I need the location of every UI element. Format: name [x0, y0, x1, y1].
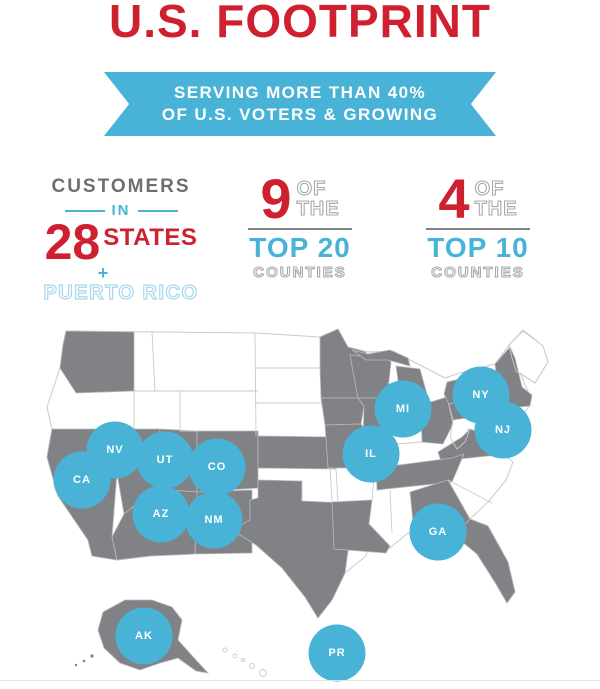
aleutian-island-2 [82, 659, 86, 663]
map-markers: CA NV UT CO AZ NM IL MI NY NJ GA AK PR [53, 366, 532, 682]
map-marker-label-il: IL [365, 448, 377, 460]
state-wa [59, 330, 135, 394]
map-marker-co [188, 438, 246, 496]
bottom-divider [0, 680, 600, 681]
top20-of: OF [296, 178, 327, 200]
top20-label: TOP 20 [249, 231, 351, 263]
hawaii-island-5 [259, 669, 267, 677]
state-ks [257, 435, 337, 470]
stat-top10: 4 OF THE TOP 10 COUNTIES [426, 167, 530, 281]
aleutian-island-3 [74, 663, 78, 667]
plus-sign: + [97, 263, 109, 283]
page-title: U.S. FOOTPRINT [109, 0, 491, 47]
map-marker-ak [115, 607, 173, 665]
stat-top20: 9 OF THE TOP 20 COUNTIES [248, 167, 352, 281]
map-marker-nv [86, 421, 144, 479]
states-word: STATES [103, 224, 198, 251]
top20-divider [248, 227, 352, 230]
map-marker-label-ny: NY [472, 389, 489, 401]
top20-number-row: 9 OF THE [248, 167, 352, 230]
top20-counties: COUNTIES [253, 263, 347, 281]
aleutian-island-1 [90, 654, 94, 658]
top10-number: 4 [438, 167, 470, 230]
top10-counties: COUNTIES [431, 263, 525, 281]
stat-customers: CUSTOMERS IN 28 STATES + PUERTO RICO [30, 176, 212, 305]
map-marker-nm [185, 491, 243, 549]
map-marker-az [132, 485, 190, 543]
state-mi-up [351, 349, 411, 367]
map-marker-label-nm: NM [204, 514, 223, 526]
in-text: IN [111, 202, 131, 219]
banner-line2: OF U.S. VOTERS & GROWING [161, 105, 439, 124]
in-divider: IN [30, 202, 212, 219]
state-me-outline [508, 330, 549, 384]
banner-line1: SERVING MORE THAN 40% [173, 83, 427, 102]
ribbon-banner: SERVING MORE THAN 40% OF U.S. VOTERS & G… [104, 72, 496, 136]
customers-label: CUSTOMERS [51, 176, 191, 197]
map-marker-ut [136, 431, 194, 489]
top10-of: OF [474, 178, 505, 200]
puerto-rico-label: PUERTO RICO [43, 281, 199, 304]
map-marker-label-ga: GA [429, 526, 448, 538]
hawaii-island-1 [222, 647, 228, 653]
hawaii-island-2 [232, 653, 238, 659]
map-marker-label-ak: AK [135, 630, 153, 642]
hawaii-island-4 [249, 663, 255, 669]
map-marker-label-nv: NV [106, 444, 123, 456]
map-marker-il [342, 425, 400, 483]
map-marker-label-ca: CA [73, 474, 91, 486]
map-marker-label-co: CO [208, 461, 227, 473]
state-tn [375, 453, 465, 491]
top20-the: THE [296, 198, 340, 220]
state-borders [133, 331, 493, 534]
hawaii-island-3 [241, 658, 245, 662]
map-marker-label-ut: UT [157, 454, 174, 466]
state-ia [320, 397, 365, 426]
states-count: 28 [44, 214, 101, 270]
in-line-right [137, 209, 178, 212]
map-marker-mi [374, 380, 432, 438]
map-marker-label-nj: NJ [495, 424, 511, 436]
map-marker-label-az: AZ [153, 508, 170, 520]
top10-the: THE [474, 198, 518, 220]
map-marker-nj [474, 401, 532, 459]
top20-of-the: OF THE [296, 178, 340, 220]
in-line-left [64, 209, 105, 212]
map-marker-ga [409, 503, 467, 561]
state-tx [231, 479, 353, 619]
top10-label: TOP 10 [427, 231, 529, 263]
top10-of-the: OF THE [474, 178, 518, 220]
map-marker-label-mi: MI [396, 403, 410, 415]
state-hi [222, 647, 267, 677]
states-count-row: 28 STATES [30, 217, 212, 267]
map-marker-label-pr: PR [328, 647, 345, 659]
top10-number-row: 4 OF THE [426, 167, 530, 230]
top10-divider [426, 227, 530, 230]
top20-number: 9 [260, 167, 292, 230]
map-marker-pr [308, 624, 366, 682]
